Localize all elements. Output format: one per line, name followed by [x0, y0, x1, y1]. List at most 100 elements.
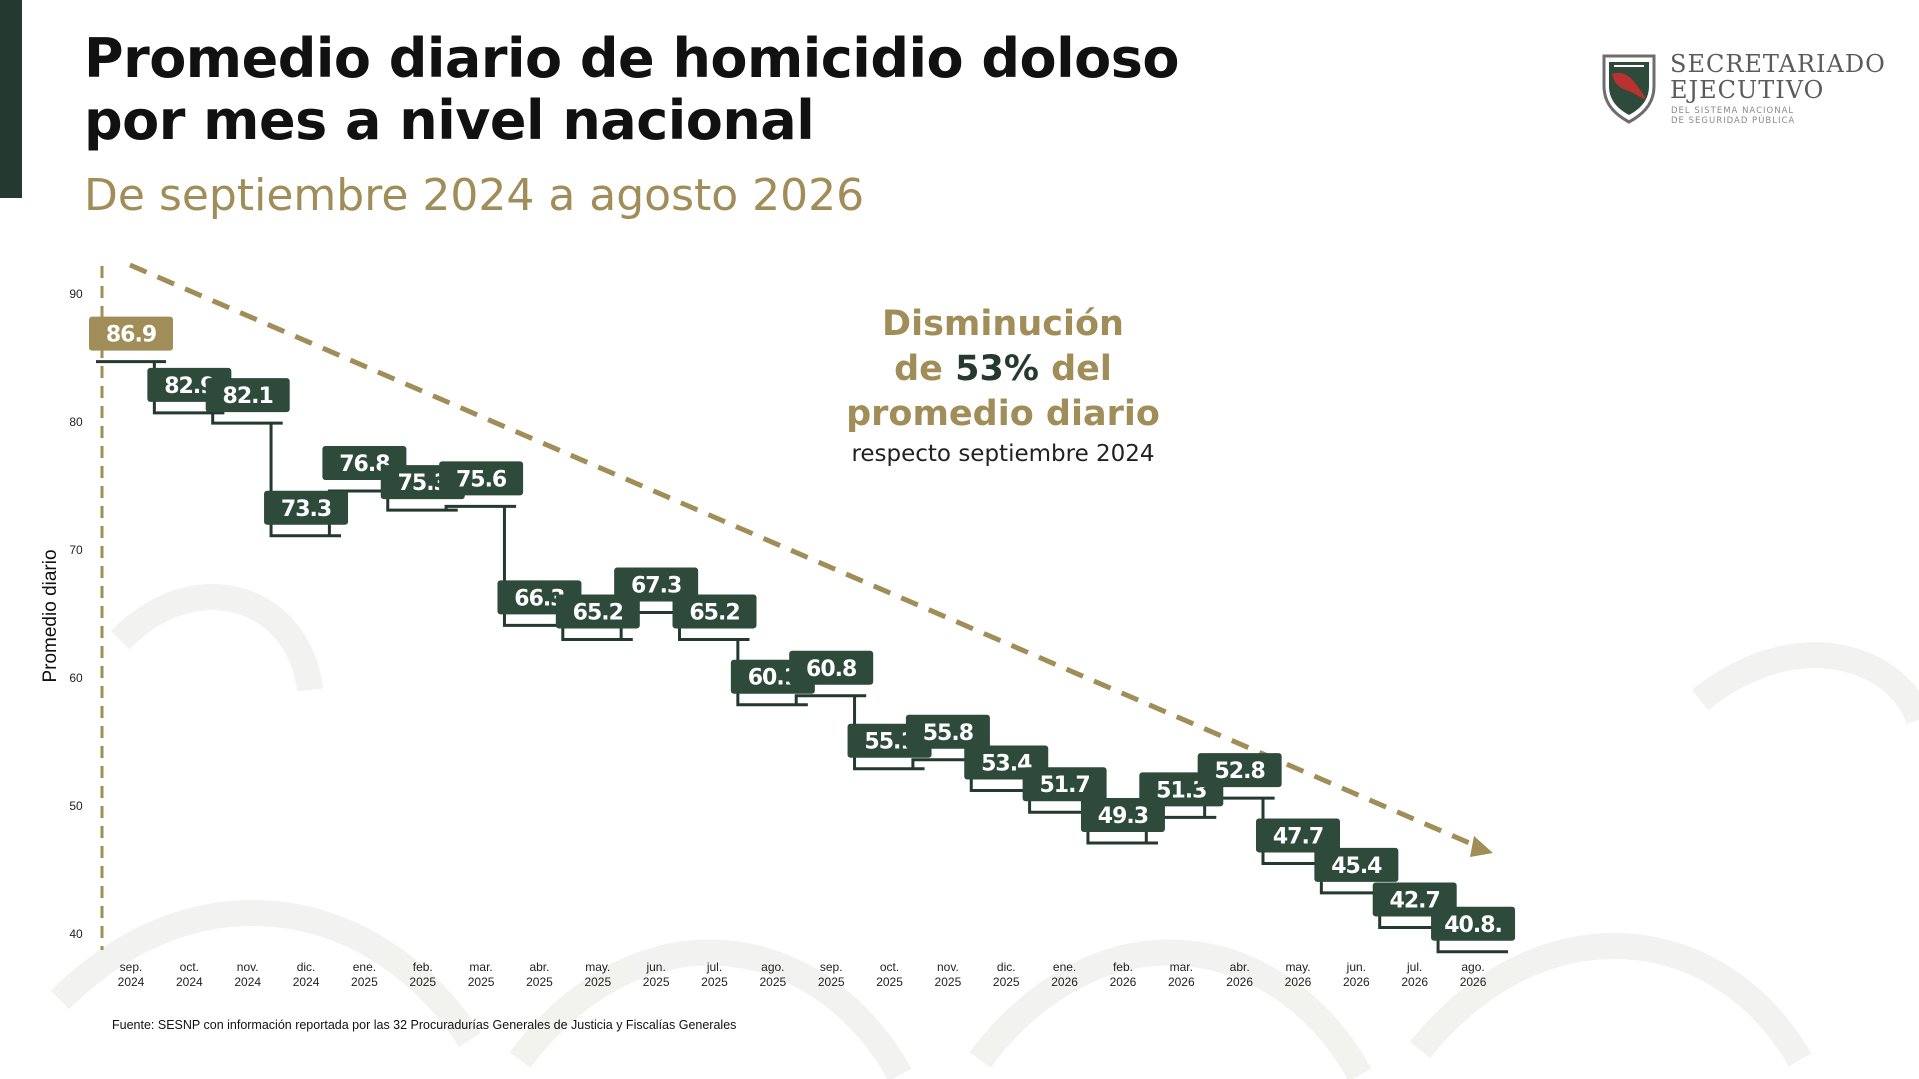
data-label: 55.8: [923, 721, 973, 746]
x-tick-label-month: jun.: [645, 960, 665, 974]
annotation-line-3: promedio diario: [846, 394, 1160, 434]
x-tick-label-year: 2025: [526, 975, 553, 989]
title-line-2: por mes a nivel nacional: [84, 89, 815, 152]
x-tick-label-month: feb.: [413, 960, 433, 974]
x-tick-label-month: oct.: [180, 960, 199, 974]
title-line-1: Promedio diario de homicidio doloso: [84, 27, 1179, 90]
page-subtitle: De septiembre 2024 a agosto 2026: [84, 170, 865, 221]
data-point-box: [439, 461, 524, 496]
x-tick-label-month: dic.: [297, 960, 316, 974]
data-point-box: [1314, 847, 1399, 882]
x-tick-label-year: 2024: [234, 975, 261, 989]
data-point-box: [555, 594, 640, 629]
x-tick-label-year: 2025: [935, 975, 962, 989]
x-tick-label-month: ene.: [1053, 960, 1076, 974]
data-label: 65.2: [689, 600, 739, 625]
x-tick-label-month: mar.: [1170, 960, 1193, 974]
data-label: 45.4: [1331, 854, 1382, 879]
x-tick-label-year: 2024: [293, 975, 320, 989]
y-tick-label: 60: [69, 671, 83, 685]
logo-secretariado: SECRETARIADO EJECUTIVO DEL SISTEMA NACIO…: [1600, 50, 1890, 130]
x-tick-label-year: 2026: [1168, 975, 1195, 989]
data-point-box: [672, 594, 757, 629]
x-tick-label-month: jul.: [706, 960, 722, 974]
data-label: 40.8.: [1444, 913, 1502, 938]
data-point-box: [1080, 797, 1165, 832]
data-point-box: [1022, 767, 1107, 802]
data-point-box: [264, 490, 349, 525]
reduction-annotation: Disminución de 53% del promedio diario r…: [818, 302, 1188, 471]
x-tick-label-year: 2026: [1051, 975, 1078, 989]
annotation-line-4: respecto septiembre 2024: [851, 441, 1155, 467]
x-tick-label-year: 2025: [876, 975, 903, 989]
x-tick-label-month: abr.: [529, 960, 549, 974]
y-axis-title: Promedio diario: [40, 549, 61, 682]
x-tick-label-month: ene.: [353, 960, 376, 974]
x-tick-label-year: 2025: [409, 975, 436, 989]
data-point-box: [789, 650, 874, 685]
x-tick-label-month: may.: [1285, 960, 1310, 974]
data-label: 75.6: [456, 467, 507, 492]
x-tick-label-year: 2025: [351, 975, 378, 989]
data-label: 49.3: [1098, 804, 1148, 829]
x-tick-label-month: mar.: [469, 960, 492, 974]
logo-line-1: SECRETARIADO: [1670, 50, 1886, 78]
x-tick-label-month: nov.: [237, 960, 259, 974]
data-point-box: [89, 316, 173, 351]
x-tick-label-year: 2026: [1285, 975, 1312, 989]
x-tick-label-month: jun.: [1346, 960, 1366, 974]
x-tick-label-month: abr.: [1230, 960, 1250, 974]
x-tick-label-year: 2025: [818, 975, 845, 989]
x-tick-label-year: 2025: [993, 975, 1020, 989]
data-point-box: [614, 567, 699, 602]
x-tick-label-year: 2025: [468, 975, 495, 989]
data-label: 65.2: [573, 600, 623, 625]
data-label: 47.7: [1273, 824, 1323, 849]
logo-line-2: EJECUTIVO: [1670, 76, 1825, 104]
x-tick-label-month: jul.: [1406, 960, 1422, 974]
x-tick-label-year: 2025: [643, 975, 670, 989]
annotation-percentage: 53%: [955, 349, 1039, 389]
data-point-box: [1197, 753, 1282, 788]
x-tick-label-month: feb.: [1113, 960, 1133, 974]
source-note: Fuente: SESNP con información reportada …: [112, 1018, 737, 1032]
data-point-box: [205, 378, 290, 413]
data-point-box: [1256, 818, 1340, 853]
x-tick-label-month: sep.: [120, 960, 143, 974]
annotation-line-1: Disminución: [882, 304, 1124, 344]
y-tick-label: 40: [69, 927, 83, 941]
x-tick-label-year: 2026: [1460, 975, 1487, 989]
data-label: 52.8: [1215, 759, 1265, 784]
x-tick-label-month: dic.: [997, 960, 1016, 974]
page-title: Promedio diario de homicidio doloso por …: [84, 28, 1179, 152]
logo-line-4: DE SEGURIDAD PÚBLICA: [1671, 116, 1796, 126]
x-tick-label-year: 2025: [759, 975, 786, 989]
shield-map-icon: [1602, 54, 1656, 124]
x-tick-label-year: 2026: [1343, 975, 1370, 989]
x-tick-label-year: 2025: [584, 975, 611, 989]
data-point-box: [905, 714, 990, 749]
y-tick-label: 90: [69, 287, 83, 301]
logo-line-3: DEL SISTEMA NACIONAL: [1671, 106, 1795, 116]
y-tick-label: 80: [69, 415, 83, 429]
trend-arrowhead: [1470, 836, 1493, 857]
x-tick-label-year: 2026: [1110, 975, 1137, 989]
data-label: 60.8: [806, 657, 856, 682]
x-tick-label-year: 2025: [701, 975, 728, 989]
data-label: 86.9: [106, 323, 156, 348]
data-point-box: [1431, 906, 1516, 941]
trend-line: [129, 262, 1475, 848]
x-tick-label-month: nov.: [937, 960, 959, 974]
y-tick-label: 50: [69, 799, 83, 813]
x-tick-label-month: may.: [585, 960, 610, 974]
annotation-line-2-prefix: de: [894, 349, 956, 389]
x-tick-label-year: 2024: [176, 975, 203, 989]
x-tick-label-month: ago.: [761, 960, 784, 974]
data-label: 67.3: [631, 574, 681, 599]
x-tick-label-year: 2024: [118, 975, 145, 989]
x-tick-label-year: 2026: [1226, 975, 1253, 989]
annotation-line-2-suffix: del: [1038, 349, 1112, 389]
data-label: 82.1: [223, 384, 273, 409]
